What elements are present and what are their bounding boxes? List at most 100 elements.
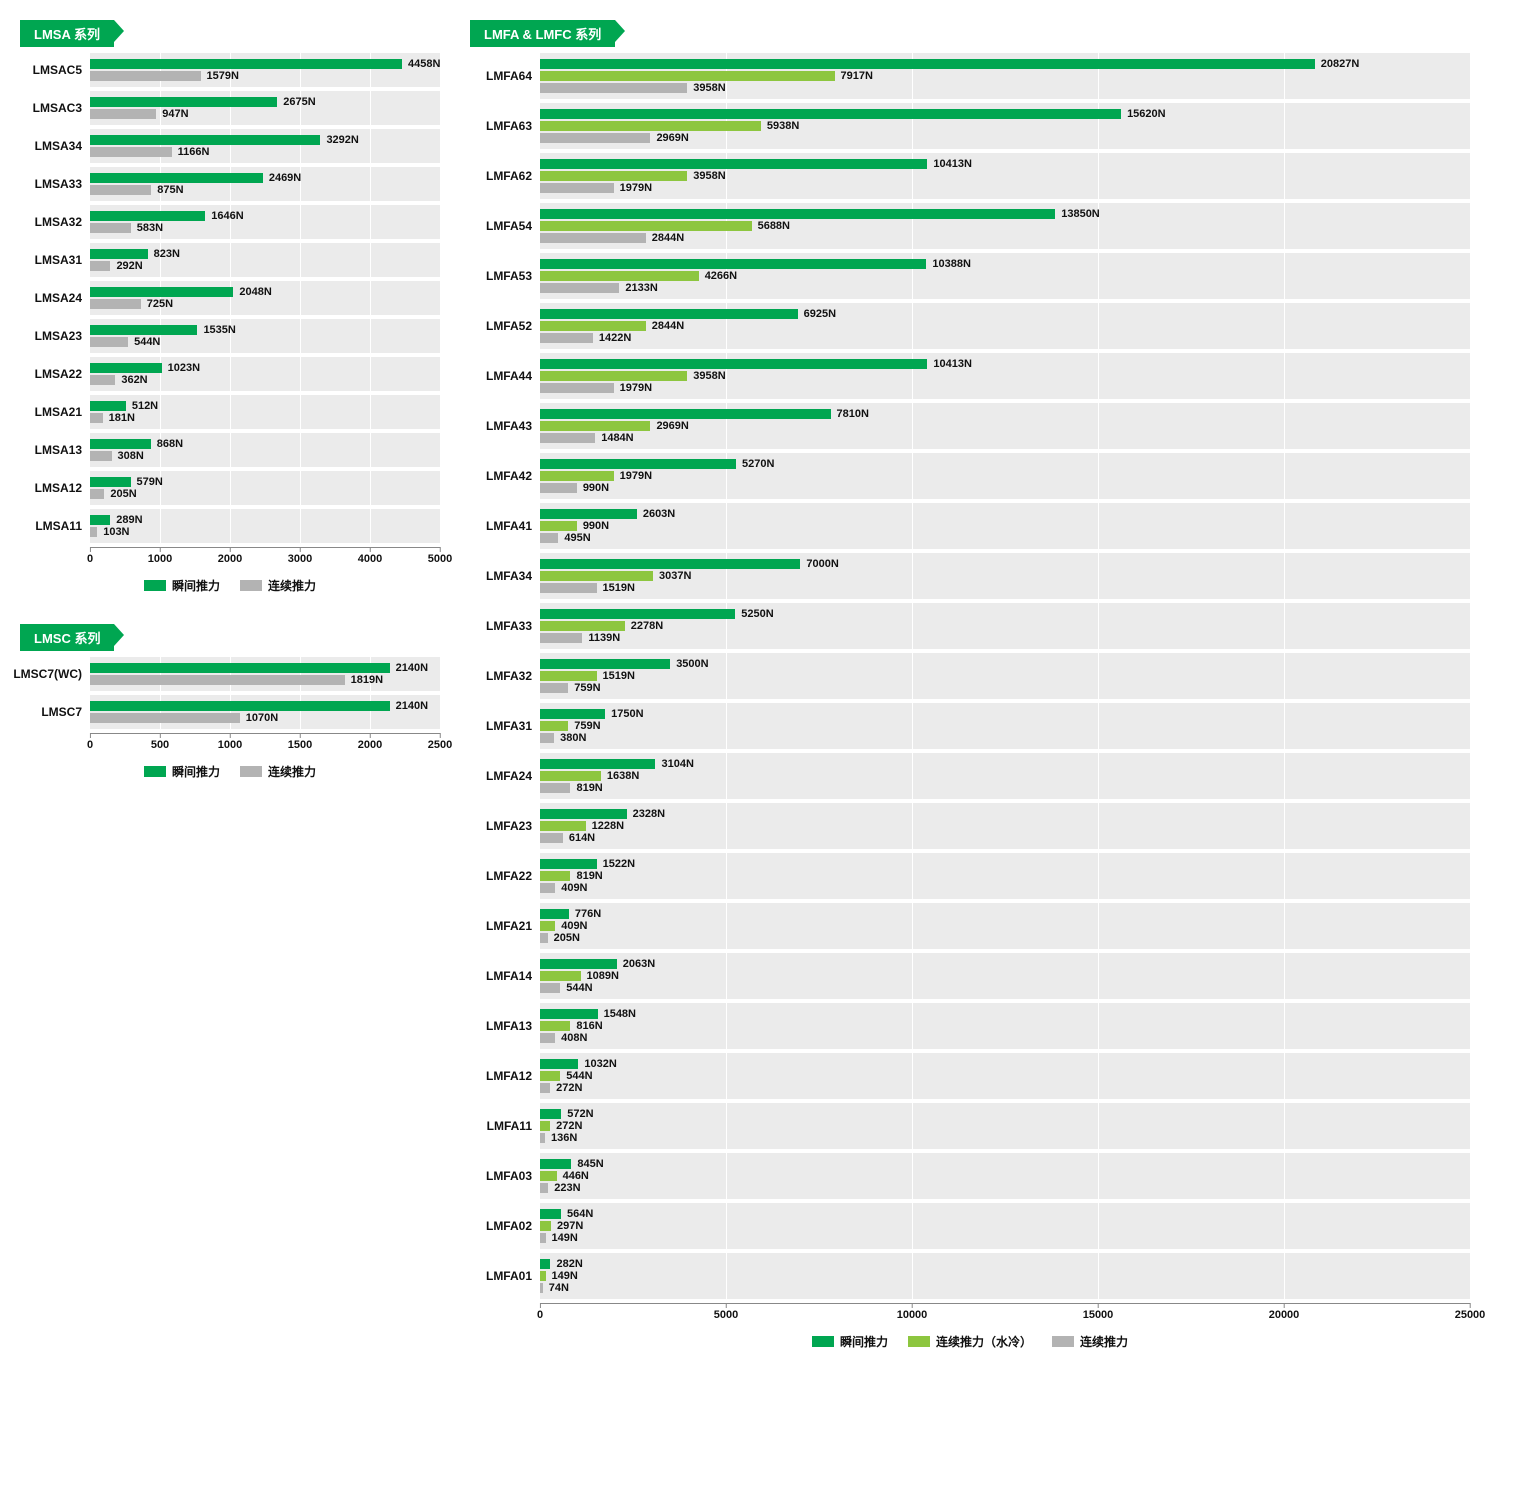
plot-area: LMFA6420827N7917N3958NLMFA6315620N5938N2… bbox=[470, 53, 1470, 1299]
gridline bbox=[1470, 203, 1471, 249]
bar-peak: 579N bbox=[90, 477, 440, 487]
axis-tick: 0 bbox=[87, 547, 93, 565]
bar-fill bbox=[90, 261, 110, 271]
bar-fill bbox=[540, 809, 627, 819]
row-plot: 2603N990N495N bbox=[540, 503, 1470, 549]
bar-fill bbox=[540, 583, 597, 593]
row-label: LMSA33 bbox=[20, 167, 90, 201]
bar-fill bbox=[90, 477, 131, 487]
bar-value: 205N bbox=[110, 488, 136, 500]
bar-value: 544N bbox=[134, 336, 160, 348]
bar-peak: 1522N bbox=[540, 859, 1470, 869]
row-plot: 2675N947N bbox=[90, 91, 440, 125]
gridline bbox=[1470, 1203, 1471, 1249]
table-row: LMFA142063N1089N544N bbox=[470, 953, 1470, 999]
bar-fill bbox=[540, 1059, 578, 1069]
bar-value: 845N bbox=[577, 1158, 603, 1170]
bar-cont: 408N bbox=[540, 1033, 1470, 1043]
bar-fill bbox=[540, 233, 646, 243]
bar-fill bbox=[90, 527, 97, 537]
legend-swatch bbox=[812, 1336, 834, 1347]
row-plot: 3104N1638N819N bbox=[540, 753, 1470, 799]
bar-value: 149N bbox=[552, 1270, 578, 1282]
table-row: LMFA03 845N446N223N bbox=[470, 1153, 1470, 1199]
bar-value: 1422N bbox=[599, 332, 631, 344]
axis-ticks: 05001000150020002500 bbox=[90, 733, 440, 753]
bar-value: 3104N bbox=[661, 758, 693, 770]
table-row: LMSA231535N544N bbox=[20, 319, 440, 353]
bar-value: 2469N bbox=[269, 172, 301, 184]
axis-tick: 4000 bbox=[358, 547, 382, 565]
bar-cont_water: 446N bbox=[540, 1171, 1470, 1181]
row-label: LMFA23 bbox=[470, 803, 540, 849]
bar-value: 223N bbox=[554, 1182, 580, 1194]
gridline bbox=[1470, 553, 1471, 599]
bar-value: 3958N bbox=[693, 170, 725, 182]
bar-value: 292N bbox=[116, 260, 142, 272]
bar-fill bbox=[540, 121, 761, 131]
table-row: LMFA131548N816N408N bbox=[470, 1003, 1470, 1049]
bar-cont: 181N bbox=[90, 413, 440, 423]
bar-cont_water: 409N bbox=[540, 921, 1470, 931]
table-row: LMSC72140N1070N bbox=[20, 695, 440, 729]
bar-fill bbox=[90, 713, 240, 723]
table-row: LMFA412603N990N495N bbox=[470, 503, 1470, 549]
bar-fill bbox=[540, 1171, 557, 1181]
row-label: LMFA01 bbox=[470, 1253, 540, 1299]
row-label: LMSA21 bbox=[20, 395, 90, 429]
gridline bbox=[1470, 1053, 1471, 1099]
bar-value: 1646N bbox=[211, 210, 243, 222]
legend-swatch bbox=[144, 580, 166, 591]
bar-fill bbox=[540, 509, 637, 519]
bar-value: 6925N bbox=[804, 308, 836, 320]
bar-fill bbox=[90, 363, 162, 373]
bar-value: 181N bbox=[109, 412, 135, 424]
bar-value: 2278N bbox=[631, 620, 663, 632]
bar-cont: 583N bbox=[90, 223, 440, 233]
gridline bbox=[440, 167, 441, 201]
row-plot: 6925N2844N1422N bbox=[540, 303, 1470, 349]
bar-value: 572N bbox=[567, 1108, 593, 1120]
bar-fill bbox=[90, 489, 104, 499]
row-label: LMSA11 bbox=[20, 509, 90, 543]
row-label: LMFA21 bbox=[470, 903, 540, 949]
bar-peak: 7000N bbox=[540, 559, 1470, 569]
bar-fill bbox=[540, 521, 577, 531]
bar-peak: 3500N bbox=[540, 659, 1470, 669]
bar-fill bbox=[90, 675, 345, 685]
bar-cont: 409N bbox=[540, 883, 1470, 893]
bar-value: 4266N bbox=[705, 270, 737, 282]
bar-peak: 6925N bbox=[540, 309, 1470, 319]
bar-cont_water: 1089N bbox=[540, 971, 1470, 981]
table-row: LMSA343292N1166N bbox=[20, 129, 440, 163]
bar-value: 2328N bbox=[633, 808, 665, 820]
plot-area: LMSC7(WC)2140N1819NLMSC72140N1070N bbox=[20, 657, 440, 729]
row-plot: 1032N544N272N bbox=[540, 1053, 1470, 1099]
row-label: LMFA03 bbox=[470, 1153, 540, 1199]
bar-fill bbox=[540, 733, 554, 743]
row-label: LMSAC5 bbox=[20, 53, 90, 87]
bar-fill bbox=[90, 299, 141, 309]
chart-lmfa: LMFA & LMFC 系列LMFA6420827N7917N3958NLMFA… bbox=[470, 20, 1470, 1350]
bar-fill bbox=[540, 383, 614, 393]
bar-cont_water: 5938N bbox=[540, 121, 1470, 131]
bar-peak: 3292N bbox=[90, 135, 440, 145]
row-plot: 2469N875N bbox=[90, 167, 440, 201]
bar-fill bbox=[90, 59, 402, 69]
bar-fill bbox=[540, 1121, 550, 1131]
gridline bbox=[1470, 1153, 1471, 1199]
legend-swatch bbox=[908, 1336, 930, 1347]
gridline bbox=[440, 357, 441, 391]
row-label: LMSA31 bbox=[20, 243, 90, 277]
bar-peak: 572N bbox=[540, 1109, 1470, 1119]
bar-value: 495N bbox=[564, 532, 590, 544]
bar-cont: 1519N bbox=[540, 583, 1470, 593]
row-label: LMFA53 bbox=[470, 253, 540, 299]
gridline bbox=[1470, 1103, 1471, 1149]
gridline bbox=[1470, 853, 1471, 899]
bar-fill bbox=[90, 97, 277, 107]
table-row: LMFA5413850N5688N2844N bbox=[470, 203, 1470, 249]
bar-peak: 282N bbox=[540, 1259, 1470, 1269]
bar-value: 2844N bbox=[652, 232, 684, 244]
bar-fill bbox=[540, 533, 558, 543]
